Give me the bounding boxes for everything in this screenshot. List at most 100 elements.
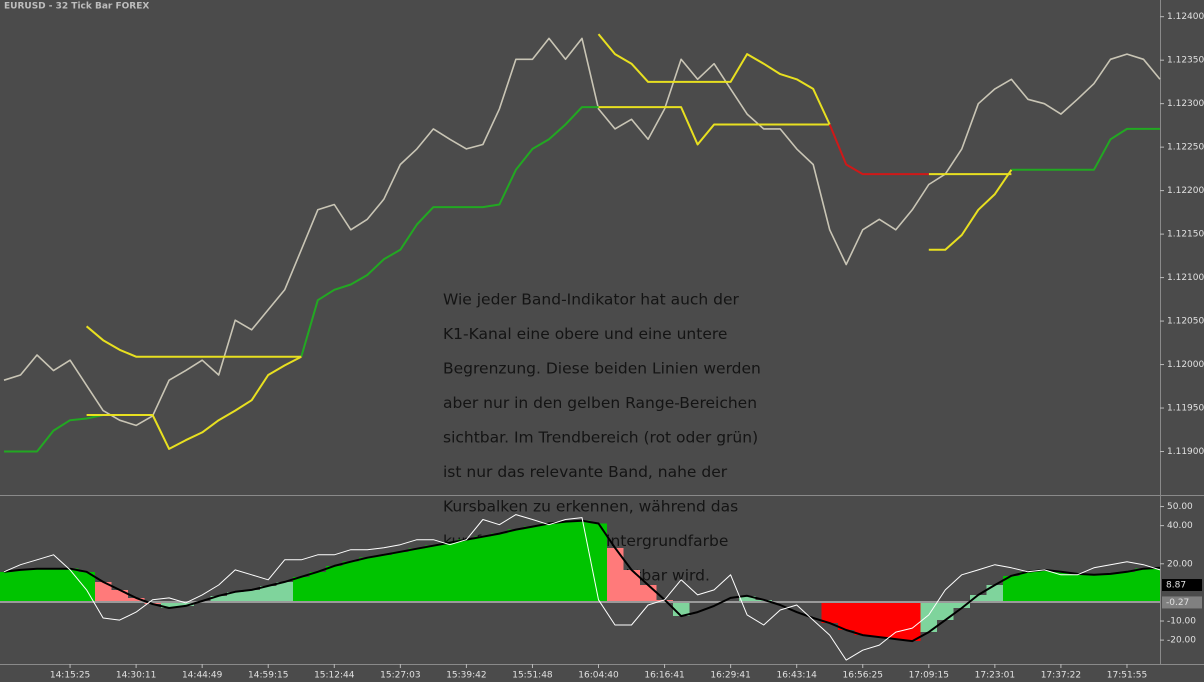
y-tick-label: 1.12100	[1167, 273, 1204, 283]
histogram-bar	[276, 581, 293, 602]
x-tick-label: 14:15:25	[50, 671, 90, 681]
annotation-line: ist nur das relevante Band, nahe der	[443, 463, 728, 481]
series-line	[3, 519, 1161, 643]
histogram-bar	[1069, 573, 1086, 602]
x-tick-label: 17:23:01	[975, 671, 1015, 681]
annotation-line: Kursbalken zu erkennen, während das	[443, 498, 738, 516]
x-tick-label: 14:59:15	[248, 671, 288, 681]
histogram-bar	[507, 529, 525, 602]
histogram-bar	[854, 601, 871, 636]
histogram-bar	[94, 581, 112, 602]
histogram-bar	[689, 601, 706, 613]
x-tick-label: 17:51:55	[1107, 671, 1147, 681]
histogram-bar	[78, 571, 95, 602]
histogram-bar	[45, 568, 62, 602]
histogram-bar	[804, 601, 822, 618]
histogram-bar	[12, 569, 29, 602]
series-line	[3, 514, 1161, 661]
histogram-bar	[28, 568, 46, 602]
histogram-bar	[359, 557, 376, 602]
x-tick-label: 16:16:41	[644, 671, 684, 681]
series-line	[598, 106, 830, 146]
histogram-bar	[259, 585, 277, 602]
histogram-bar	[0, 571, 13, 602]
annotation-line: aber nur in den gelben Range-Bereichen	[443, 394, 757, 412]
histogram-bar	[1151, 567, 1160, 602]
histogram-bar	[210, 595, 227, 602]
histogram-bar	[177, 601, 194, 606]
chart-title: EURUSD - 32 Tick Bar FOREX	[4, 2, 149, 12]
x-tick-label: 15:39:42	[446, 671, 486, 681]
y-tick-label: 1.12200	[1167, 186, 1204, 196]
histogram-bar	[970, 594, 987, 602]
series-line	[1011, 127, 1160, 171]
x-tick-label: 14:30:11	[116, 671, 156, 681]
x-tick-label: 16:43:14	[776, 671, 817, 681]
x-tick-label: 17:09:15	[909, 671, 949, 681]
histogram-bar	[904, 601, 921, 642]
histogram-bar	[1118, 571, 1136, 602]
series-line	[85, 325, 302, 358]
x-tick-label: 17:37:22	[1041, 671, 1081, 681]
series-line	[828, 124, 929, 176]
histogram-bar	[293, 576, 310, 602]
histogram-bar	[837, 601, 855, 630]
annotation-line: Wie jeder Band-Indikator hat auch der	[443, 291, 740, 309]
x-tick-label: 16:29:41	[710, 671, 750, 681]
histogram-bar	[953, 601, 971, 609]
series-line	[4, 414, 104, 453]
histogram-bar	[425, 545, 442, 602]
histogram-bar	[871, 601, 888, 638]
histogram-bar	[1135, 568, 1152, 602]
y-tick-label: 1.11900	[1167, 447, 1204, 457]
histogram-bar	[524, 526, 541, 602]
histogram-bar	[1085, 574, 1103, 602]
annotation-line: K1-Kanal eine obere und eine untere	[443, 325, 727, 343]
annotation-line: sichtbar. Im Trendbereich (rot oder grün…	[443, 429, 758, 447]
y-tick-label: 1.12350	[1167, 56, 1204, 66]
current-value-label: -0.27	[1166, 598, 1189, 608]
histogram-bar	[458, 539, 475, 602]
y-tick-label: 1.12150	[1167, 230, 1204, 240]
current-value-label: 8.87	[1166, 581, 1186, 591]
histogram-bar	[738, 595, 756, 602]
histogram-bar	[408, 548, 426, 602]
histogram-bar	[1102, 573, 1119, 602]
histogram-bar	[937, 601, 954, 621]
series-line	[300, 106, 599, 357]
current-value-box	[1162, 596, 1202, 609]
histogram-bar	[1052, 571, 1070, 602]
histogram-bar	[722, 597, 739, 602]
histogram-bar	[1036, 569, 1053, 602]
y-tick-label: 20.00	[1167, 559, 1193, 569]
y-tick-label: 1.12000	[1167, 360, 1204, 370]
histogram-bar	[61, 568, 79, 602]
y-tick-label: -10.00	[1167, 617, 1196, 627]
histogram-bar	[755, 599, 772, 602]
histogram-bar	[392, 551, 409, 602]
x-tick-label: 15:12:44	[314, 671, 355, 681]
histogram-bar	[309, 571, 327, 602]
series-line	[3, 37, 1161, 427]
histogram-bar	[1019, 571, 1037, 602]
histogram-bar	[342, 561, 360, 602]
x-tick-label: 16:04:40	[578, 671, 619, 681]
annotation-line: Begrenzung. Diese beiden Linien werden	[443, 360, 761, 378]
histogram-bar	[557, 521, 574, 602]
histogram-bar	[590, 523, 607, 602]
x-tick-label: 15:51:48	[512, 671, 553, 681]
histogram-bar	[441, 542, 459, 602]
series-line	[86, 355, 302, 450]
histogram-bar	[540, 523, 558, 602]
histogram-bar	[127, 597, 145, 602]
histogram-bar	[986, 584, 1004, 602]
histogram-bar	[623, 569, 640, 602]
series-line	[928, 169, 1013, 251]
y-tick-label: 50.00	[1167, 502, 1193, 512]
y-tick-label: 1.11950	[1167, 404, 1204, 414]
x-tick-label: 16:56:25	[843, 671, 883, 681]
y-tick-label: 1.12300	[1167, 99, 1204, 109]
y-tick-label: 1.12250	[1167, 143, 1204, 153]
